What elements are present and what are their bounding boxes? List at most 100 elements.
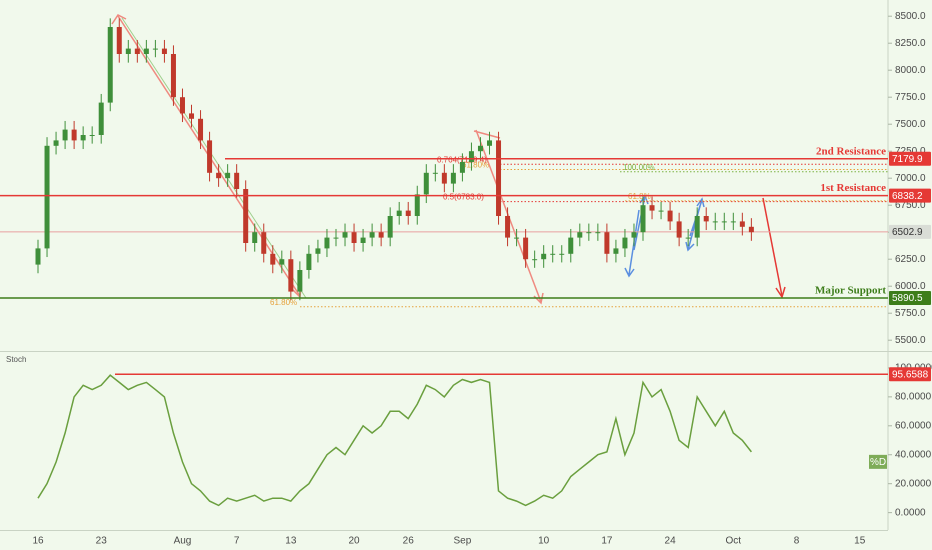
candle-body	[107, 27, 113, 103]
candle-body	[143, 48, 149, 54]
candle-body	[252, 232, 258, 243]
candle-body	[414, 194, 420, 216]
fib-label: 61.80%	[270, 298, 297, 307]
candle-body	[559, 253, 565, 255]
level-tag-text: 6838.2	[892, 191, 923, 202]
x-tick-label: 24	[665, 536, 677, 547]
candle-body	[568, 237, 574, 254]
x-tick-label: 17	[601, 536, 613, 547]
candle-body	[216, 172, 222, 179]
candle-body	[333, 237, 339, 239]
candle-body	[53, 140, 59, 146]
candle-body	[577, 232, 583, 238]
level-name: Major Support	[815, 285, 886, 297]
x-tick-label: Sep	[454, 536, 472, 547]
candle-body	[405, 210, 411, 216]
candle-body	[441, 172, 447, 184]
candle-body	[44, 145, 50, 249]
level-tag-text: 5890.5	[892, 293, 923, 304]
indicator-title: Stoch	[6, 355, 26, 364]
parallel-line	[121, 17, 307, 299]
arrow-head	[685, 241, 695, 252]
candle-body	[730, 221, 736, 223]
candle-body	[225, 172, 231, 179]
candle-body	[116, 27, 122, 54]
candle-body	[703, 216, 709, 222]
candle-body	[396, 210, 402, 216]
indicator-line	[37, 374, 752, 507]
candle-body	[595, 232, 601, 234]
candle-body	[586, 232, 592, 234]
candle-body	[694, 216, 700, 238]
candle-body	[306, 253, 312, 270]
candle-body	[739, 221, 745, 227]
y-tick-label: 7750.0	[895, 92, 926, 103]
x-tick-label: 23	[96, 536, 108, 547]
x-tick-label: 15	[854, 536, 866, 547]
candle-body	[270, 253, 276, 265]
candle-body	[71, 129, 77, 141]
fib-label: 0.5(6783.0)	[443, 193, 484, 202]
level-tag-text: 95.6588	[892, 369, 929, 380]
x-tick-label: 10	[538, 536, 550, 547]
candle-body	[640, 205, 646, 233]
candle-body	[243, 189, 249, 243]
candle-body	[179, 97, 185, 114]
arrow-head	[111, 14, 127, 25]
candle-body	[369, 232, 375, 238]
y-tick-label: 5750.0	[895, 308, 926, 319]
candle-body	[207, 140, 213, 173]
level-tag	[889, 367, 931, 382]
candle-body	[279, 259, 285, 265]
candle-body	[134, 48, 140, 54]
candle-body	[532, 259, 538, 261]
candle-body	[152, 48, 158, 50]
level-tag	[889, 291, 931, 306]
candle-body	[315, 248, 321, 254]
y-tick-label: 7500.0	[895, 119, 926, 130]
legend-tag	[869, 454, 887, 469]
candle-body	[477, 145, 483, 152]
candle-body	[189, 113, 195, 119]
x-tick-label: 13	[285, 536, 297, 547]
arrow-head	[624, 267, 635, 278]
y-tick-label: 8250.0	[895, 38, 926, 49]
x-tick-label: 20	[348, 536, 360, 547]
level-name: 1st Resistance	[820, 182, 886, 194]
last-price-tag-text: 6502.9	[892, 227, 923, 238]
candle-body	[297, 270, 303, 292]
candle-body	[514, 237, 520, 239]
candle-body	[541, 253, 547, 260]
candle-body	[324, 237, 330, 249]
fib-label: 100.00%	[623, 163, 655, 172]
candle-body	[712, 221, 718, 223]
x-tick-label: 26	[403, 536, 415, 547]
candle-body	[89, 135, 95, 136]
candle-body	[387, 216, 393, 238]
y-tick-label: 40.0000	[895, 449, 932, 460]
candle-body	[658, 210, 664, 212]
candle-body	[496, 140, 502, 216]
x-tick-label: 8	[794, 536, 800, 547]
candle-body	[170, 54, 176, 98]
x-tick-label: 16	[32, 536, 44, 547]
candle-body	[98, 102, 104, 135]
level-tag	[889, 188, 931, 203]
candle-body	[523, 237, 529, 260]
x-tick-label: Aug	[174, 536, 192, 547]
candle-body	[35, 248, 41, 265]
candle-body	[622, 237, 628, 249]
fib-label: 61.80%	[462, 161, 489, 170]
trend-line	[473, 130, 501, 139]
candle-body	[161, 48, 167, 54]
legend-label: %D	[870, 457, 886, 468]
candle-body	[62, 129, 68, 141]
y-tick-label: 6250.0	[895, 254, 926, 265]
candle-body	[261, 232, 267, 254]
candle-body	[550, 253, 556, 255]
y-tick-label: 80.0000	[895, 392, 932, 403]
y-tick-label: 6000.0	[895, 281, 926, 292]
candle-body	[604, 232, 610, 254]
